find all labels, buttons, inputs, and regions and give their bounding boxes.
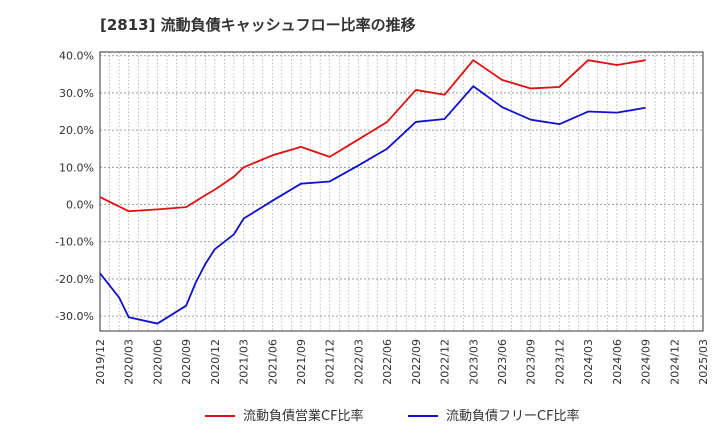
x-tick-label: 2020/03: [123, 339, 136, 385]
chart-title: [2813] 流動負債キャッシュフロー比率の推移: [100, 16, 416, 34]
x-tick-label: 2024/09: [640, 339, 653, 385]
x-axis: 2019/12 2020/03 2020/06 2020/09 2020/12 2021/…: [94, 339, 710, 385]
x-tick-label: 2020/09: [180, 339, 193, 385]
x-tick-label: 2024/12: [668, 339, 681, 385]
series-line-1: [99, 85, 646, 325]
x-tick-label: 2022/06: [381, 339, 394, 385]
x-tick-label: 2024/06: [611, 339, 624, 385]
y-tick-label: -10.0%: [55, 236, 94, 249]
x-tick-label: 2020/06: [151, 339, 164, 385]
x-tick-label: 2023/12: [553, 339, 566, 385]
series-group: [99, 59, 646, 325]
x-tick-label: 2022/12: [439, 339, 452, 385]
x-tick-label: 2021/12: [324, 339, 337, 385]
y-tick-label: 0.0%: [66, 199, 94, 212]
y-axis: 40.0% 30.0% 20.0% 10.0% 0.0% -10.0% -20.0% -30.…: [55, 50, 94, 323]
x-tick-label: 2022/03: [352, 339, 365, 385]
x-tick-label: 2025/03: [697, 339, 710, 385]
plot-frame: [99, 51, 704, 332]
legend-label: 流動負債営業CF比率: [243, 408, 364, 424]
y-tick-label: 40.0%: [59, 50, 94, 63]
x-tick-label: 2021/03: [238, 339, 251, 385]
legend-label: 流動負債フリーCF比率: [446, 408, 580, 424]
y-tick-label: 20.0%: [59, 124, 94, 137]
x-tick-label: 2020/12: [209, 339, 222, 385]
x-tick-label: 2021/09: [295, 339, 308, 385]
x-tick-label: 2023/09: [525, 339, 538, 385]
grid: [99, 52, 704, 331]
y-tick-label: 30.0%: [59, 87, 94, 100]
x-tick-label: 2024/03: [582, 339, 595, 385]
legend: 流動負債営業CF比率 流動負債フリーCF比率: [205, 408, 580, 424]
x-tick-label: 2019/12: [94, 339, 107, 385]
x-tick-label: 2023/03: [467, 339, 480, 385]
x-tick-label: 2022/09: [410, 339, 423, 385]
y-tick-label: 10.0%: [59, 161, 94, 174]
series-line-0: [99, 59, 646, 213]
y-tick-label: -30.0%: [55, 310, 94, 323]
y-tick-label: -20.0%: [55, 273, 94, 286]
x-tick-label: 2021/06: [266, 339, 279, 385]
x-tick-label: 2023/06: [496, 339, 509, 385]
